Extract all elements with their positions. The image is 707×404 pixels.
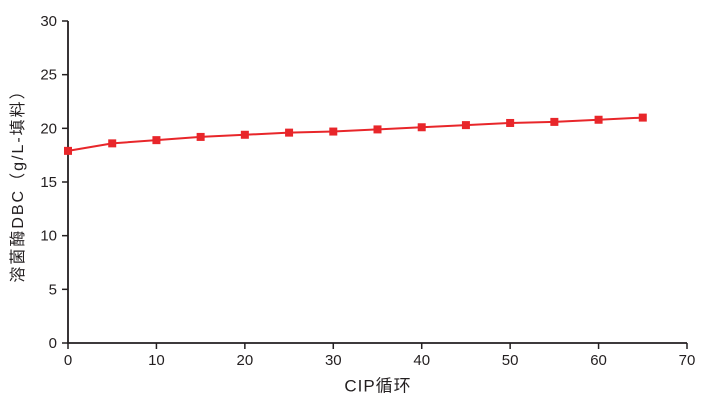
axes-lines	[67, 21, 687, 344]
x-tick-label: 60	[590, 352, 607, 369]
y-axis-title: 溶菌酶DBC（g/L-填料）	[10, 81, 27, 283]
data-point-marker	[594, 115, 603, 124]
data-point-marker	[64, 146, 72, 155]
y-tick-label: 25	[40, 67, 57, 84]
series-line	[67, 116, 643, 152]
data-point-marker	[196, 132, 205, 141]
y-tick-label: 10	[40, 228, 57, 245]
y-tick-label: 20	[40, 120, 57, 137]
x-tick-label: 30	[325, 352, 342, 369]
data-point-marker	[285, 128, 294, 137]
data-point-marker	[461, 121, 470, 130]
data-point-marker	[240, 130, 249, 139]
data-point-marker	[638, 113, 647, 122]
data-point-marker	[373, 125, 382, 134]
y-tick-label: 15	[40, 174, 57, 191]
y-tick-label: 5	[49, 281, 57, 298]
data-point-marker	[152, 136, 161, 145]
data-point-marker	[417, 123, 426, 132]
x-axis-title: CIP循环	[344, 376, 412, 396]
x-tick-label: 10	[148, 352, 165, 369]
data-point-marker	[550, 117, 559, 126]
y-tick-label: 30	[40, 13, 57, 30]
x-tick-label: 40	[413, 352, 430, 369]
x-tick-label: 50	[502, 352, 519, 369]
data-point-marker	[108, 139, 117, 148]
data-point-marker	[506, 118, 515, 127]
y-tick-label: 0	[49, 335, 57, 352]
x-tick-label: 70	[679, 352, 696, 369]
x-tick-label: 20	[237, 352, 254, 369]
x-tick-label: 0	[64, 352, 72, 369]
data-point-marker	[329, 127, 338, 136]
